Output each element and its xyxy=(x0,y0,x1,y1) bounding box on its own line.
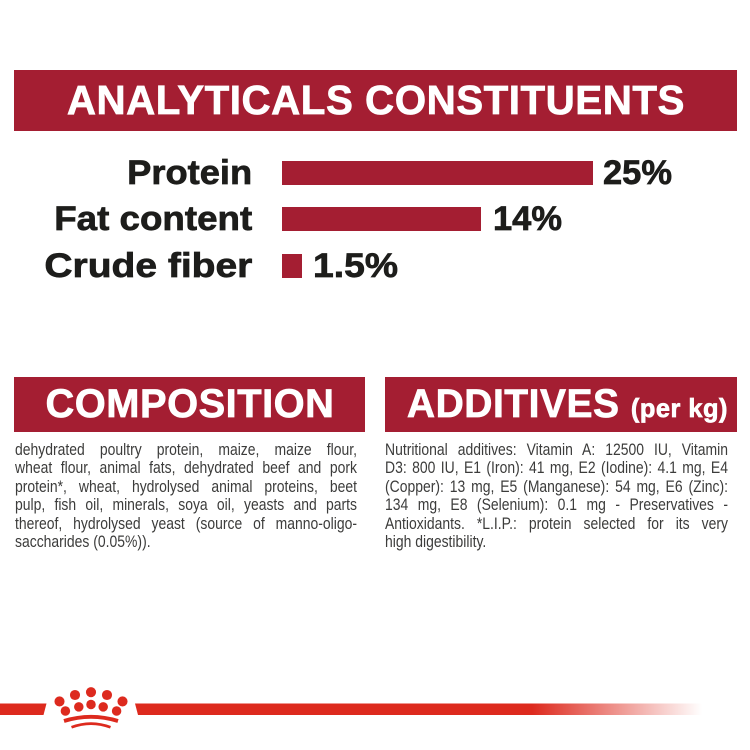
chart-row-protein: Protein 25% xyxy=(0,154,750,192)
chart-value-fiber: 1.5% xyxy=(313,247,399,285)
footer-logo-strip xyxy=(0,687,702,729)
paragraph-line: D3: 800 IU, E1 (Iron): 41 mg, E2 (Iodine… xyxy=(385,458,728,478)
paragraph-line: saccharides (0.05%)). xyxy=(15,532,151,552)
chart-value-protein: 25% xyxy=(603,154,673,192)
additives-banner: ADDITIVES (per kg) xyxy=(385,377,737,432)
paragraph-line: thereof, hydrolysed yeast (source of man… xyxy=(15,513,357,533)
composition-title: COMPOSITION xyxy=(44,382,334,427)
paragraph-line: Antioxidants. *L.I.P.: protein selected … xyxy=(385,513,728,533)
paragraph-line: Nutritional additives: Vitamin A: 12500 … xyxy=(385,440,728,459)
analyticals-title: ANALYTICALS CONSTITUENTS xyxy=(66,77,685,124)
paragraph-line: high digestibility. xyxy=(385,532,487,552)
paragraph-line: 134 mg, E8 (Selenium): 0.1 mg - Preserva… xyxy=(385,495,728,515)
footer-red-line xyxy=(0,703,702,715)
chart-row-fiber: Crude fiber 1.5% xyxy=(0,247,750,285)
paragraph-line: dehydrated poultry protein, maize, maize… xyxy=(15,440,357,459)
chart-row-fat: Fat content 14% xyxy=(0,200,750,238)
analyticals-banner: ANALYTICALS CONSTITUENTS xyxy=(14,70,737,131)
royal-canin-crown-logo xyxy=(54,687,128,729)
paragraph-line: pulp, fish oil, minerals, soya oil, yeas… xyxy=(15,495,357,515)
paragraph-line: (Copper): 13 mg, E5 (Manganese): 54 mg, … xyxy=(385,476,728,496)
chart-value-fat: 14% xyxy=(493,200,563,238)
additives-per-kg: (per kg) xyxy=(631,393,728,424)
chart-bar-fat xyxy=(282,206,481,231)
chart-bar-protein xyxy=(282,160,593,185)
additives-title: ADDITIVES (per kg) xyxy=(406,382,728,427)
chart-label-fiber: Crude fiber xyxy=(44,247,253,285)
composition-text: dehydrated poultry protein, maize, maize… xyxy=(15,440,357,552)
paragraph-line: protein*, wheat, hydrolysed animal prote… xyxy=(15,476,357,496)
composition-banner: COMPOSITION xyxy=(14,377,365,432)
additives-text: Nutritional additives: Vitamin A: 12500 … xyxy=(385,440,728,552)
chart-label-fat: Fat content xyxy=(54,200,253,238)
chart-label-protein: Protein xyxy=(127,154,253,192)
chart-bar-fiber xyxy=(282,253,302,278)
paragraph-line: wheat flour, animal fats, dehydrated bee… xyxy=(15,458,357,478)
